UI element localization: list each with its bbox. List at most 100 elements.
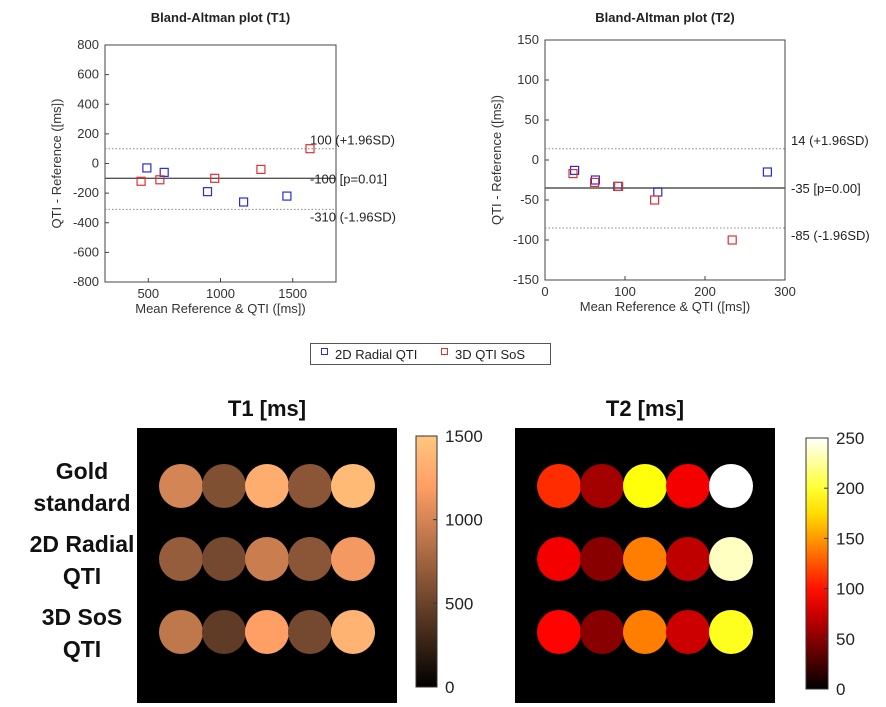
t2-phantom-vial — [580, 610, 624, 654]
t1-colorbar-label: 1500 — [445, 427, 483, 446]
t2-ba-title: Bland-Altman plot (T2) — [595, 10, 734, 25]
t2-phantom-vial — [709, 610, 753, 654]
t1-ba-line-label: 100 (+1.96SD) — [310, 133, 395, 148]
legend-marker-3d-sos — [441, 348, 448, 355]
t2-ba-point-2d-radial — [569, 165, 580, 175]
t1-ba-point-3d-sos — [155, 175, 165, 185]
t2-phantom-vial — [537, 464, 581, 508]
t1-ba-point-2d-radial — [159, 167, 169, 177]
t1-phantom-vial — [159, 537, 203, 581]
relaxometry-maps: Gold standard 2D Radial QTI 3D SoS QTI T1 [ms]… — [30, 396, 864, 703]
t2-ba-ytick-label: 100 — [517, 72, 539, 87]
t1-ba-point-2d-radial — [239, 197, 249, 207]
t1-phantom-vial — [331, 610, 375, 654]
t2-ba-ytick-label: -150 — [513, 272, 539, 287]
t1-ba-ylabel: QTI - Reference ([ms]) — [49, 98, 64, 228]
t1-ba-xtick-label: 1500 — [278, 286, 307, 301]
t2-phantom-vial — [623, 610, 667, 654]
t1-phantom-vial — [245, 464, 289, 508]
t2-ba-xtick-label: 300 — [774, 284, 796, 299]
t1-ba-point-2d-radial — [142, 163, 152, 173]
t2-ba-line-label: -35 [p=0.00] — [791, 181, 861, 196]
t2-colorbar-label: 0 — [836, 680, 845, 699]
t1-ba-ytick-label: 600 — [77, 67, 99, 82]
t1-ba-point-3d-sos — [305, 144, 315, 154]
t1-ba-ytick-label: 800 — [77, 37, 99, 52]
legend-marker-2d-radial — [321, 348, 328, 355]
t1-phantom-vial — [331, 537, 375, 581]
t1-colorbar — [415, 435, 438, 688]
t2-colorbar-label: 150 — [836, 529, 864, 548]
t2-ba-ylabel: QTI - Reference ([ms]) — [489, 95, 504, 225]
t1-phantom-vial — [202, 537, 246, 581]
t2-ba-point-3d-sos — [614, 181, 624, 191]
t2-ba-point-2d-radial — [762, 167, 772, 177]
t2-phantom-vial — [709, 537, 753, 581]
t1-ba-ytick-label: -800 — [73, 274, 99, 289]
t2-ba-ytick-label: 150 — [517, 32, 539, 47]
t1-phantom-vial — [202, 464, 246, 508]
t1-phantom-vial — [159, 464, 203, 508]
t2-phantom-vial — [537, 610, 581, 654]
t1-ba-plot-area — [104, 44, 337, 283]
t2-ba-plot-area — [544, 39, 786, 281]
t2-phantom-vial — [623, 537, 667, 581]
legend-label-3d-sos: 3D QTI SoS — [455, 347, 526, 362]
t2-colorbar-label: 50 — [836, 630, 855, 649]
t1-ba-ytick-label: -600 — [73, 244, 99, 259]
t1-phantom-vial — [245, 537, 289, 581]
t1-map-title: T1 [ms] — [228, 396, 306, 421]
t2-phantom-vial — [666, 610, 710, 654]
t2-colorbar — [805, 437, 829, 690]
t1-ba-xlabel: Mean Reference & QTI ([ms]) — [135, 301, 306, 316]
t1-colorbar-label: 1000 — [445, 511, 483, 530]
t2-ba-ytick-label: -100 — [513, 232, 539, 247]
t1-ba-point-3d-sos — [210, 173, 220, 183]
t2-ba-point-2d-radial — [590, 175, 600, 185]
row-label-line1: Gold — [56, 458, 108, 484]
t2-ba-ytick-label: -50 — [520, 192, 539, 207]
t1-ba-ytick-label: -200 — [73, 185, 99, 200]
t2-colorbar-label: 100 — [836, 580, 864, 599]
t1-ba-ytick-label: 0 — [92, 156, 99, 171]
t1-ba-line-label: -100 [p=0.01] — [310, 171, 387, 186]
t2-ba-point-3d-sos — [568, 169, 578, 179]
t2-phantom-vial — [709, 464, 753, 508]
t2-ba-point-2d-radial — [653, 187, 663, 197]
t2-ba-xtick-label: 100 — [614, 284, 636, 299]
t2-ba-xtick-label: 0 — [541, 284, 548, 299]
t1-phantom-vial — [245, 610, 289, 654]
t1-phantom-vial — [202, 610, 246, 654]
t1-phantom-vial — [288, 464, 332, 508]
bland-altman-t1-chart: Bland-Altman plot (T1) -800 -600 -400 -200 0 2… — [49, 10, 396, 316]
t2-phantom-vial — [537, 537, 581, 581]
t2-phantom-vial — [666, 464, 710, 508]
legend-label-2d-radial: 2D Radial QTI — [335, 347, 418, 362]
bland-altman-t2-chart: Bland-Altman plot (T2) -150 -100 -50 0 50 100 1… — [489, 10, 870, 314]
row-label-line2: QTI — [63, 636, 101, 662]
t2-phantom-vial — [623, 464, 667, 508]
t2-ba-xtick-label: 200 — [694, 284, 716, 299]
row-label-line1: 3D SoS — [42, 604, 123, 630]
t1-ba-point-3d-sos — [136, 176, 146, 186]
row-label-line1: 2D Radial — [30, 531, 135, 557]
t2-ba-point-3d-sos — [727, 235, 737, 245]
t2-ba-xlabel: Mean Reference & QTI ([ms]) — [580, 299, 751, 314]
t2-colorbar-label: 250 — [836, 429, 864, 448]
t1-ba-ytick-label: 200 — [77, 126, 99, 141]
t1-ba-line-label: -310 (-1.96SD) — [310, 209, 396, 224]
legend: 2D Radial QTI 3D QTI SoS — [310, 343, 551, 365]
t2-colorbar-label: 200 — [836, 479, 864, 498]
t2-phantom-vial — [666, 537, 710, 581]
t2-ba-ytick-label: 0 — [532, 152, 539, 167]
t2-ba-line-label: -85 (-1.96SD) — [791, 228, 870, 243]
t2-phantom-vial — [580, 464, 624, 508]
row-label-line2: standard — [33, 490, 130, 516]
t1-ba-xtick-label: 1000 — [206, 286, 235, 301]
t2-ba-line-label: 14 (+1.96SD) — [791, 133, 869, 148]
t2-ba-point-3d-sos — [590, 177, 600, 187]
t1-colorbar-label: 0 — [445, 678, 454, 697]
t2-ba-point-3d-sos — [650, 195, 660, 205]
t1-ba-point-2d-radial — [202, 187, 213, 197]
t2-phantom-vial — [580, 537, 624, 581]
